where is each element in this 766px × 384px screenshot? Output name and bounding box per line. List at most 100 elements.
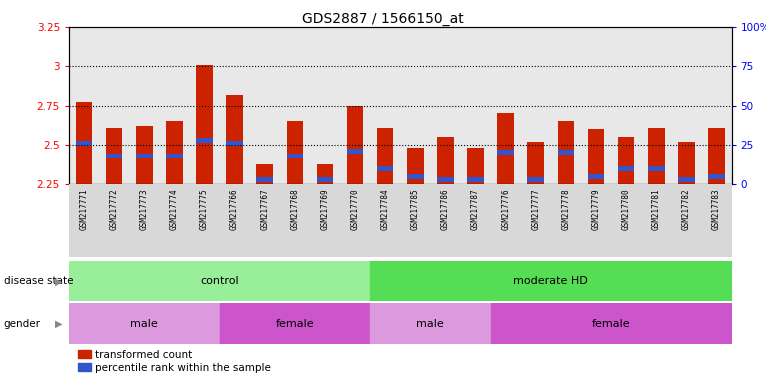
Bar [528,177,544,182]
Bar [581,27,611,184]
Text: gender: gender [4,318,41,329]
Bar [226,94,243,184]
Text: GSM217783: GSM217783 [712,188,721,230]
Text: GSM217766: GSM217766 [230,188,239,230]
Bar [316,177,333,182]
Bar [347,149,363,154]
Text: male: male [417,318,444,329]
Bar [129,27,159,184]
Bar [220,27,250,184]
Text: GSM217768: GSM217768 [290,188,300,230]
Bar [671,27,702,184]
Bar [460,27,490,184]
Bar [159,27,189,184]
Text: GSM217782: GSM217782 [682,188,691,230]
Bar [618,137,634,184]
Bar [69,27,99,184]
Text: GDS2887 / 1566150_at: GDS2887 / 1566150_at [302,12,464,25]
Bar [166,121,182,184]
Bar [136,126,152,184]
Text: GSM217775: GSM217775 [200,188,209,230]
Legend: transformed count, percentile rank within the sample: transformed count, percentile rank withi… [74,346,275,377]
Bar [521,27,551,184]
Bar [166,154,182,158]
Text: GSM217773: GSM217773 [139,188,149,230]
Text: GSM217778: GSM217778 [561,188,571,230]
Bar [226,141,243,146]
Bar [76,103,92,184]
Text: ▶: ▶ [55,276,63,286]
Text: GSM217767: GSM217767 [260,188,269,230]
Bar [69,261,370,301]
Bar [528,142,544,184]
Text: GSM217771: GSM217771 [80,188,89,230]
Text: GSM217786: GSM217786 [441,188,450,230]
Text: female: female [592,318,630,329]
Bar [618,166,634,171]
Bar [370,261,732,301]
Text: GSM217774: GSM217774 [170,188,178,230]
Bar [497,114,514,184]
Text: male: male [130,318,158,329]
Bar [611,27,641,184]
Bar [588,174,604,179]
Text: female: female [276,318,314,329]
Bar [648,127,665,184]
Bar [437,137,453,184]
Bar [189,27,220,184]
Bar [370,303,490,344]
Bar [588,129,604,184]
Bar [678,177,695,182]
Text: GSM217772: GSM217772 [110,188,119,230]
Bar [709,174,725,179]
Bar [106,154,123,158]
Bar [220,303,370,344]
Bar [136,154,152,158]
Bar [490,27,521,184]
Bar [69,303,220,344]
Bar [430,27,460,184]
Bar [407,148,424,184]
Bar [467,148,484,184]
Bar [437,177,453,182]
Bar [641,27,671,184]
Bar [377,127,394,184]
Bar [497,151,514,155]
Bar [558,121,574,184]
Bar [316,164,333,184]
Text: GSM217781: GSM217781 [652,188,661,230]
Text: GSM217787: GSM217787 [471,188,480,230]
Bar [551,27,581,184]
Bar [709,127,725,184]
Bar [286,121,303,184]
Bar [196,138,213,142]
Bar [99,27,129,184]
Bar [678,142,695,184]
Bar [558,151,574,155]
Text: control: control [200,276,239,286]
Text: GSM217777: GSM217777 [532,188,540,230]
Bar [490,303,732,344]
Bar [257,164,273,184]
Bar [702,27,732,184]
Text: GSM217770: GSM217770 [351,188,359,230]
Bar [106,127,123,184]
Text: moderate HD: moderate HD [513,276,588,286]
Bar [250,27,280,184]
Text: ▶: ▶ [55,318,63,329]
Bar [286,154,303,158]
Bar [377,166,394,171]
Text: disease state: disease state [4,276,74,286]
Bar [257,177,273,182]
Text: GSM217785: GSM217785 [411,188,420,230]
Text: GSM217776: GSM217776 [501,188,510,230]
Text: GSM217769: GSM217769 [320,188,329,230]
Bar [407,174,424,179]
Bar [467,177,484,182]
Bar [347,106,363,184]
Bar [196,65,213,184]
Text: GSM217784: GSM217784 [381,188,390,230]
Text: GSM217780: GSM217780 [622,188,630,230]
Bar [370,27,400,184]
Bar [340,27,370,184]
